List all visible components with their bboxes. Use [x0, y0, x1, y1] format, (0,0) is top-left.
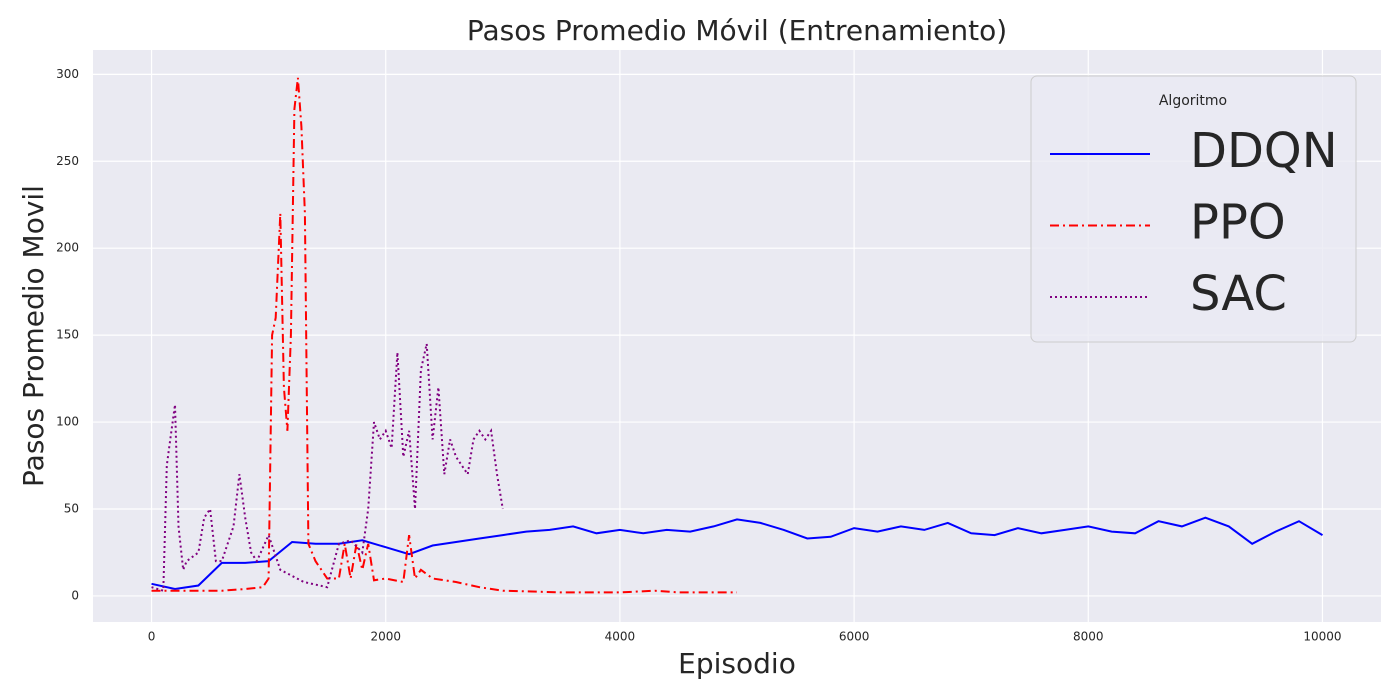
y-tick-label: 0	[71, 588, 79, 602]
chart-title: Pasos Promedio Móvil (Entrenamiento)	[467, 14, 1007, 47]
x-tick-label: 10000	[1303, 630, 1341, 644]
legend-label: PPO	[1190, 195, 1286, 251]
x-tick-label: 4000	[605, 630, 636, 644]
x-tick-label: 6000	[839, 630, 870, 644]
x-tick-label: 0	[148, 630, 156, 644]
x-tick-label: 8000	[1073, 630, 1104, 644]
legend-label: DDQN	[1190, 123, 1338, 179]
legend-title: Algoritmo	[1159, 93, 1227, 109]
data-line	[151, 343, 504, 593]
y-tick-label: 100	[56, 415, 79, 429]
y-tick-label: 200	[56, 241, 79, 255]
legend-box	[1030, 75, 1357, 343]
y-tick-label: 300	[56, 67, 79, 81]
y-axis-label: Pasos Promedio Movil	[17, 185, 50, 487]
y-tick-label: 150	[56, 328, 79, 342]
legend: Algoritmo DDQN PPO SAC	[1030, 75, 1357, 343]
x-tick-label: 2000	[370, 630, 401, 644]
y-tick-label: 50	[64, 501, 79, 515]
data-line	[151, 516, 1324, 591]
legend-label: SAC	[1190, 266, 1287, 322]
y-tick-label: 250	[56, 154, 79, 168]
x-axis-label: Episodio	[678, 647, 796, 680]
